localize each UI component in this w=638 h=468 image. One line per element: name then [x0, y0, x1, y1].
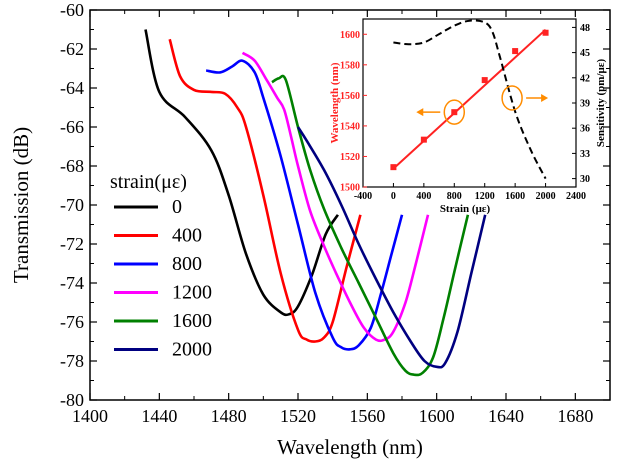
- inset-left-tick-label: 1520: [340, 152, 360, 163]
- main-axis-ticks: 1400 1440 1480 1520 1560 1600 1640 1680 -60 -62 -6…: [60, 0, 610, 426]
- inset-x-tick-label: 400: [416, 191, 431, 202]
- legend-label-1600: 1600: [172, 310, 212, 332]
- inset-x-tick-label: 1200: [475, 191, 495, 202]
- inset-wavelength-point: [390, 164, 397, 171]
- legend-label-0: 0: [172, 196, 182, 218]
- legend-label-1200: 1200: [172, 282, 212, 304]
- x-tick-label: 1560: [349, 406, 385, 426]
- legend-label-800: 800: [172, 253, 202, 275]
- x-tick-label: 1680: [557, 406, 593, 426]
- x-tick-label: 1440: [141, 406, 177, 426]
- y-tick-label: -78: [60, 351, 84, 371]
- y-tick-label: -74: [60, 273, 84, 293]
- x-tick-label: 1480: [211, 406, 247, 426]
- y-tick-label: -76: [60, 312, 84, 332]
- y-tick-label: -66: [60, 117, 84, 137]
- legend-label-400: 400: [172, 225, 202, 247]
- inset-x-axis-title: Strain (με): [440, 203, 491, 215]
- inset-arrowhead-left: [416, 108, 424, 117]
- inset-left-tick-label: 1580: [340, 60, 360, 71]
- series-line-1600: [271, 74, 470, 377]
- inset-wavelength-point: [481, 77, 488, 84]
- x-tick-label: 1400: [72, 406, 108, 426]
- inset-right-tick-label: 33: [580, 149, 590, 160]
- series-line-2000: [296, 126, 487, 369]
- inset-frame: [362, 18, 577, 188]
- inset-fit-line: [392, 28, 547, 170]
- main-series-group: [144, 29, 487, 377]
- series-line-800: [205, 59, 404, 351]
- inset-series-group: [390, 19, 549, 180]
- inset-wavelength-point: [542, 29, 549, 36]
- inset-right-tick-label: 42: [580, 73, 590, 84]
- inset-annotations: [416, 85, 549, 125]
- legend-label-2000: 2000: [172, 339, 212, 361]
- inset-right-axis-title: Sensitivity (pm/με): [595, 59, 607, 148]
- inset-left-tick-label: 1600: [340, 30, 360, 41]
- series-line-1200: [241, 51, 430, 343]
- x-tick-label: 1520: [280, 406, 316, 426]
- inset-arrowhead-right: [541, 93, 549, 102]
- inset-right-tick-label: 48: [580, 23, 590, 34]
- inset-wavelength-point: [512, 48, 519, 55]
- inset-right-tick-label: 36: [580, 124, 590, 135]
- inset-x-tick-label: 2400: [566, 191, 586, 202]
- legend: strain(με) 0 400 800 1200 1600 2000: [110, 171, 212, 361]
- series-line-0: [144, 29, 339, 317]
- inset-left-tick-label: 1540: [340, 121, 360, 132]
- y-tick-label: -70: [60, 195, 84, 215]
- inset-right-tick-label: 39: [580, 99, 590, 110]
- y-tick-label: -72: [60, 234, 84, 254]
- inset-x-tick-label: 800: [447, 191, 462, 202]
- inset-x-tick-label: 0: [391, 191, 396, 202]
- inset-left-tick-label: 1560: [340, 91, 360, 102]
- inset-right-tick-label: 45: [580, 48, 590, 59]
- inset-left-axis-title: Wavelength (nm): [329, 62, 341, 143]
- series-line-400: [168, 38, 362, 343]
- inset-axis-ticks: -400 0 400 800 1200 1600 2000 2400 1500 1520 1540 1…: [340, 23, 590, 202]
- y-tick-label: -64: [60, 78, 84, 98]
- y-tick-label: -62: [60, 39, 84, 59]
- inset-x-tick-label: -400: [354, 191, 372, 202]
- inset-marker-ellipse-right: [501, 85, 523, 111]
- inset-x-tick-label: 2000: [536, 191, 556, 202]
- inset-left-tick-label: 1500: [340, 183, 360, 194]
- x-tick-label: 1640: [488, 406, 524, 426]
- y-tick-label: -80: [60, 390, 84, 410]
- inset-marker-ellipse-left: [443, 99, 466, 125]
- inset-x-tick-label: 1600: [505, 191, 525, 202]
- y-tick-label: -60: [60, 0, 84, 20]
- legend-title: strain(με): [110, 171, 187, 193]
- y-tick-label: -68: [60, 156, 84, 176]
- x-tick-label: 1600: [419, 406, 455, 426]
- inset-chart: -400 0 400 800 1200 1600 2000 2400 1500 1520 1540 1…: [329, 18, 607, 215]
- inset-right-tick-label: 30: [580, 174, 590, 185]
- y-axis-title: Transmission (dB): [9, 127, 33, 283]
- x-axis-title: Wavelength (nm): [277, 435, 423, 459]
- inset-sensitivity-line: [393, 19, 547, 180]
